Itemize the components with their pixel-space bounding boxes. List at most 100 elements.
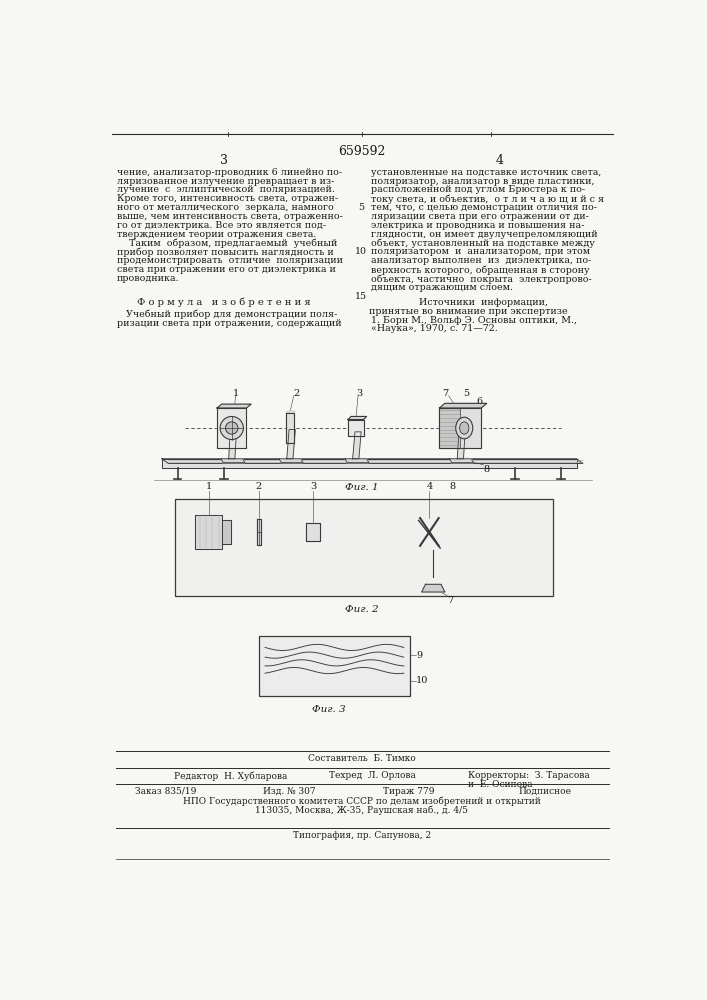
Text: 2: 2	[256, 482, 262, 491]
Text: поляризатор, анализатор в виде пластинки,: поляризатор, анализатор в виде пластинки…	[371, 177, 595, 186]
Polygon shape	[306, 523, 320, 541]
Text: «Наука», 1970, с. 71—72.: «Наука», 1970, с. 71—72.	[371, 324, 498, 333]
Text: Редактор  Н. Хубларова: Редактор Н. Хубларова	[174, 771, 287, 781]
Text: 3: 3	[310, 482, 316, 491]
Polygon shape	[217, 404, 251, 408]
Text: 4: 4	[495, 154, 503, 167]
Circle shape	[220, 416, 243, 440]
Text: Корректоры:  З. Тарасова: Корректоры: З. Тарасова	[468, 771, 590, 780]
Text: объекта, частично  покрыта  электропрово-: объекта, частично покрыта электропрово-	[371, 274, 592, 284]
Text: ляризации света при его отражении от ди-: ляризации света при его отражении от ди-	[371, 212, 589, 221]
Text: глядности, он имеет двулучепреломляющий: глядности, он имеет двулучепреломляющий	[371, 230, 598, 239]
Text: 4: 4	[426, 482, 433, 491]
Text: и  Е. Осипова: и Е. Осипова	[468, 780, 532, 789]
Polygon shape	[457, 420, 466, 459]
Text: прибор позволяет повысить наглядность и: прибор позволяет повысить наглядность и	[117, 247, 334, 257]
Text: электрика и проводника и повышения на-: электрика и проводника и повышения на-	[371, 221, 585, 230]
Polygon shape	[345, 459, 369, 463]
Text: принятые во внимание при экспертизе: принятые во внимание при экспертизе	[369, 307, 568, 316]
Polygon shape	[287, 430, 296, 459]
Text: Фиг. 2: Фиг. 2	[345, 605, 379, 614]
Text: 3: 3	[220, 154, 228, 167]
Text: установленные на подставке источник света,: установленные на подставке источник свет…	[371, 168, 602, 177]
Text: 7: 7	[448, 596, 453, 605]
Ellipse shape	[456, 417, 473, 439]
Polygon shape	[195, 515, 222, 549]
Text: 10: 10	[416, 676, 428, 685]
Polygon shape	[348, 416, 367, 420]
Text: 10: 10	[355, 247, 367, 256]
Text: расположенной под углом Брюстера к по-: расположенной под углом Брюстера к по-	[371, 185, 585, 194]
Text: 1. Борн М., Вольф Э. Основы оптики, М.,: 1. Борн М., Вольф Э. Основы оптики, М.,	[371, 316, 577, 325]
Text: Ф о р м у л а   и з о б р е т е н и я: Ф о р м у л а и з о б р е т е н и я	[137, 298, 311, 307]
Text: ляризованное излучение превращает в из-: ляризованное излучение превращает в из-	[117, 177, 334, 186]
Text: 9: 9	[416, 651, 422, 660]
Text: анализатор выполнен  из  диэлектрика, по-: анализатор выполнен из диэлектрика, по-	[371, 256, 592, 265]
Polygon shape	[217, 408, 247, 448]
Text: го от диэлектрика. Все это является под-: го от диэлектрика. Все это является под-	[117, 221, 326, 230]
Text: Кроме того, интенсивность света, отражен-: Кроме того, интенсивность света, отражен…	[117, 194, 338, 203]
Text: Фиг. 3: Фиг. 3	[312, 705, 346, 714]
Text: 659592: 659592	[338, 145, 385, 158]
Text: ризации света при отражении, содержащий: ризации света при отражении, содержащий	[117, 319, 341, 328]
Polygon shape	[228, 420, 237, 459]
Text: Фиг. 1: Фиг. 1	[345, 483, 379, 492]
Polygon shape	[353, 432, 361, 459]
Text: току света, и объектив,  о т л и ч а ю щ и й с я: току света, и объектив, о т л и ч а ю щ …	[371, 194, 604, 204]
Text: Техред  Л. Орлова: Техред Л. Орлова	[329, 771, 416, 780]
Ellipse shape	[460, 422, 469, 434]
Polygon shape	[257, 519, 261, 545]
Text: Тираж 779: Тираж 779	[383, 787, 434, 796]
Polygon shape	[162, 459, 583, 463]
Text: тем, что, с целью демонстрации отличия по-: тем, что, с целью демонстрации отличия п…	[371, 203, 597, 212]
Bar	[175, 499, 554, 596]
Text: Заказ 835/19: Заказ 835/19	[135, 787, 197, 796]
Text: продемонстрировать  отличие  поляризации: продемонстрировать отличие поляризации	[117, 256, 343, 265]
Text: 1: 1	[233, 389, 239, 398]
Text: объект, установленный на подставке между: объект, установленный на подставке между	[371, 239, 595, 248]
Polygon shape	[222, 520, 231, 544]
Text: Подписное: Подписное	[518, 787, 571, 796]
Text: чение, анализатор-проводник 6 линейно по-: чение, анализатор-проводник 6 линейно по…	[117, 168, 342, 177]
Polygon shape	[286, 411, 296, 413]
Text: 2: 2	[293, 389, 299, 398]
Text: 8: 8	[484, 465, 490, 474]
Text: 7: 7	[442, 389, 448, 398]
Polygon shape	[221, 459, 245, 463]
Text: 6: 6	[477, 397, 483, 406]
Polygon shape	[460, 408, 481, 448]
Text: 5: 5	[464, 389, 469, 398]
Text: 8: 8	[450, 482, 456, 491]
Text: Таким  образом, предлагаемый  учебный: Таким образом, предлагаемый учебный	[117, 239, 337, 248]
Text: 5: 5	[358, 203, 364, 212]
Text: выше, чем интенсивность света, отраженно-: выше, чем интенсивность света, отраженно…	[117, 212, 343, 221]
Text: НПО Государственного комитета СССР по делам изобретений и открытий: НПО Государственного комитета СССР по де…	[183, 796, 541, 806]
Text: Изд. № 307: Изд. № 307	[263, 787, 315, 796]
Text: 3: 3	[356, 389, 363, 398]
Polygon shape	[162, 459, 577, 468]
Text: дящим отражающим слоем.: дящим отражающим слоем.	[371, 283, 513, 292]
Text: тверждением теории отражения света.: тверждением теории отражения света.	[117, 230, 317, 239]
Text: Учебный прибор для демонстрации поля-: Учебный прибор для демонстрации поля-	[117, 310, 337, 319]
Text: 1: 1	[205, 482, 211, 491]
Text: Составитель  Б. Тимко: Составитель Б. Тимко	[308, 754, 416, 763]
Polygon shape	[450, 459, 474, 463]
Polygon shape	[440, 408, 460, 448]
Polygon shape	[279, 459, 303, 463]
Text: 15: 15	[355, 292, 367, 301]
Text: проводника.: проводника.	[117, 274, 180, 283]
Circle shape	[226, 422, 238, 434]
Text: 113035, Москва, Ж-35, Раушская наб., д. 4/5: 113035, Москва, Ж-35, Раушская наб., д. …	[255, 805, 469, 815]
Bar	[259, 636, 410, 696]
Text: Источники  информации,: Источники информации,	[419, 298, 548, 307]
Text: Типография, пр. Сапунова, 2: Типография, пр. Сапунова, 2	[293, 831, 431, 840]
Polygon shape	[421, 584, 445, 592]
Text: поляризатором  и  анализатором, при этом: поляризатором и анализатором, при этом	[371, 247, 590, 256]
Polygon shape	[348, 420, 363, 436]
Text: лучение  с  эллиптической  поляризацией.: лучение с эллиптической поляризацией.	[117, 185, 335, 194]
Polygon shape	[440, 403, 486, 408]
Text: света при отражении его от диэлектрика и: света при отражении его от диэлектрика и	[117, 265, 336, 274]
Text: верхность которого, обращенная в сторону: верхность которого, обращенная в сторону	[371, 265, 590, 275]
Polygon shape	[286, 413, 293, 443]
Text: ного от металлического  зеркала, намного: ного от металлического зеркала, намного	[117, 203, 334, 212]
